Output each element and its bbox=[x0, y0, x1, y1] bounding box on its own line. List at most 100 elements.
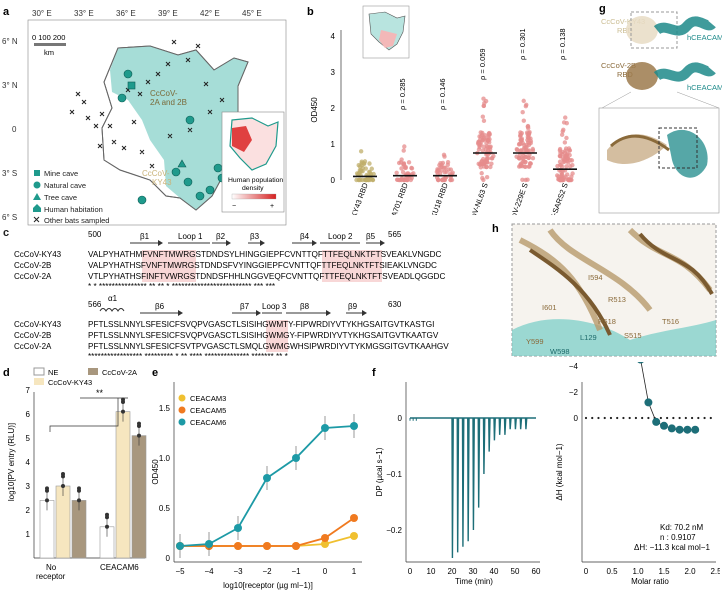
f-h-zero-dot bbox=[684, 416, 687, 420]
b-dot bbox=[558, 150, 563, 156]
b-dot bbox=[401, 161, 407, 166]
svg-text:Time (min): Time (min) bbox=[455, 577, 493, 586]
e-point bbox=[292, 454, 300, 462]
f-h-zero-dot bbox=[609, 416, 613, 420]
b-dot bbox=[525, 134, 531, 140]
svg-text:0 100 200: 0 100 200 bbox=[32, 33, 65, 42]
e-xtick: 0 bbox=[323, 567, 328, 576]
svg-text:hCEACAM6: hCEACAM6 bbox=[687, 33, 722, 42]
b-rho-labels: ρ = 0.285 ρ = 0.146 ρ = 0.059 ρ = 0.301 ρ = … bbox=[398, 28, 567, 110]
panel-c-alignment: c 500 565 β1 Loop 1 β2 β3 β4 Loop 2 β5 C… bbox=[0, 225, 722, 360]
svg-text:CcCoV-KY43: CcCoV-KY43 bbox=[48, 378, 92, 387]
d-ytick: 7 bbox=[26, 386, 31, 395]
svg-text:CcCoV-2B: CcCoV-2B bbox=[14, 261, 51, 270]
b-dot bbox=[519, 163, 524, 168]
b-group-label: BtCoV-HKU18 RBD bbox=[419, 181, 450, 215]
b-dot bbox=[363, 166, 369, 171]
f-h-zero-dot bbox=[703, 416, 706, 420]
svg-text:39° E: 39° E bbox=[158, 9, 178, 18]
d-point bbox=[105, 512, 109, 517]
f-dp-xtick: 10 bbox=[427, 567, 436, 576]
b-dot bbox=[441, 176, 447, 182]
f-h-zero-dot bbox=[616, 416, 619, 420]
f-h-zero-dot bbox=[628, 416, 631, 420]
b-dot bbox=[518, 130, 523, 135]
f-h-zero-dot bbox=[709, 416, 712, 420]
b-dot bbox=[484, 159, 490, 165]
b-dot bbox=[481, 144, 487, 149]
svg-text:R513: R513 bbox=[608, 295, 626, 304]
svg-text:β9: β9 bbox=[348, 302, 358, 311]
b-dot bbox=[478, 134, 484, 139]
e-point bbox=[205, 540, 213, 548]
b-dot bbox=[399, 176, 405, 181]
f-h-ytick: −2 bbox=[569, 388, 579, 397]
svg-text:PFTLSSLNNYLSFESICFSVTPVGASCTLS: PFTLSSLNNYLSFESICFSVTPVGASCTLSMQLGWMGWHS… bbox=[88, 342, 449, 351]
b-rho-label: ρ = 0.301 bbox=[518, 28, 527, 60]
f-h-point bbox=[652, 417, 661, 426]
svg-text:42° E: 42° E bbox=[200, 9, 220, 18]
svg-text:36° E: 36° E bbox=[116, 9, 136, 18]
b-dot bbox=[491, 153, 496, 159]
d-bar bbox=[115, 411, 131, 559]
c-seq-row2: PFTLSSLNNYLSFESICFSVQPVGASCTLSISIHGWMTY-… bbox=[88, 320, 449, 360]
b-dot bbox=[525, 177, 530, 182]
svg-text:Other bats sampled: Other bats sampled bbox=[44, 216, 109, 225]
b-dot bbox=[478, 130, 483, 135]
site-label-ky43: CcCoV-KY43 bbox=[142, 169, 172, 187]
f-h-xtick: 2.5 bbox=[710, 567, 720, 576]
b-dot bbox=[562, 150, 568, 155]
b-rho-label: ρ = 0.059 bbox=[478, 48, 487, 80]
e-xtick: −3 bbox=[233, 567, 243, 576]
b-dot bbox=[514, 146, 520, 152]
d-point bbox=[77, 498, 81, 503]
b-dot bbox=[523, 104, 529, 109]
d-yticks: 1 2 3 4 5 6 7 bbox=[26, 386, 31, 539]
svg-text:β1: β1 bbox=[140, 232, 150, 241]
b-dot bbox=[556, 177, 561, 182]
svg-text:β4: β4 bbox=[300, 232, 310, 241]
b-dot bbox=[514, 154, 519, 159]
b-dot bbox=[399, 166, 404, 171]
b-dot bbox=[363, 177, 368, 183]
svg-text:CcCoV-2A: CcCoV-2A bbox=[102, 368, 137, 377]
b-dot bbox=[481, 118, 487, 124]
b-dot bbox=[568, 157, 573, 163]
b-rho-label: ρ = 0.285 bbox=[398, 78, 407, 110]
b-dot bbox=[564, 135, 569, 141]
b-dot bbox=[561, 120, 567, 125]
c-features-row1: 500 565 β1 Loop 1 β2 β3 β4 Loop 2 β5 bbox=[88, 230, 402, 246]
svg-text:CcCoV-2A: CcCoV-2A bbox=[14, 342, 52, 351]
e-xtick: 1 bbox=[352, 567, 357, 576]
e-point bbox=[350, 532, 358, 540]
b-dot bbox=[438, 164, 443, 170]
b-dot bbox=[570, 171, 575, 176]
b-dot bbox=[483, 98, 489, 104]
svg-text:W598: W598 bbox=[550, 347, 570, 356]
svg-text:Kd: 70.2 nM: Kd: 70.2 nM bbox=[660, 523, 703, 532]
e-point bbox=[234, 542, 242, 550]
b-dot bbox=[480, 175, 485, 181]
b-dot bbox=[485, 156, 491, 161]
d-bar bbox=[55, 485, 71, 559]
b-dot bbox=[405, 171, 410, 176]
b-dot bbox=[518, 137, 523, 143]
svg-text:β6: β6 bbox=[155, 302, 165, 311]
f-h-zero-dot bbox=[597, 416, 600, 420]
f-h-zero-dot bbox=[666, 416, 669, 420]
b-dot bbox=[561, 127, 566, 133]
b-dot bbox=[446, 167, 451, 172]
b-dot bbox=[530, 146, 536, 152]
b-dot bbox=[478, 141, 483, 146]
e-xtick: −4 bbox=[204, 567, 214, 576]
d-point bbox=[105, 524, 109, 529]
b-dot bbox=[441, 152, 447, 158]
svg-text:I594: I594 bbox=[588, 273, 603, 282]
svg-text:Tree cave: Tree cave bbox=[44, 193, 77, 202]
d-point bbox=[61, 472, 65, 476]
d-point bbox=[137, 433, 141, 438]
svg-text:β8: β8 bbox=[300, 302, 310, 311]
b-group-label: HCoV-NL63 S bbox=[465, 182, 490, 215]
b-dot bbox=[394, 170, 399, 175]
